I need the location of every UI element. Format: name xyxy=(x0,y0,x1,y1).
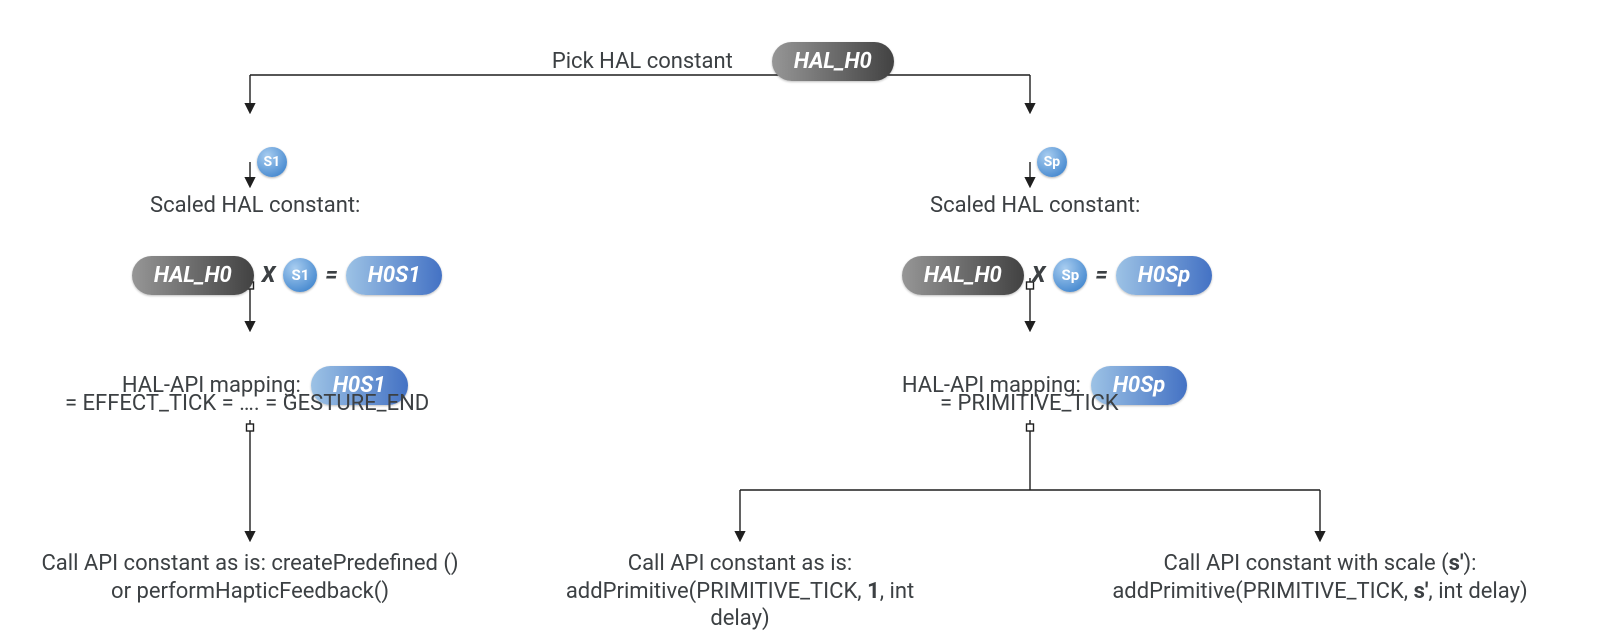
left-map-row: HAL-API mapping: H0S1 xyxy=(100,338,408,433)
right-map-row: HAL-API mapping: H0Sp xyxy=(880,338,1187,433)
right-right-call-line1: Call API constant with scale (s'): xyxy=(1100,550,1540,578)
left-map-line: = EFFECT_TICK = …. = GESTURE_END xyxy=(65,390,429,418)
left-call-line1: Call API constant as is: createPredefine… xyxy=(40,550,460,578)
left-result-pill: H0S1 xyxy=(346,256,443,296)
hal-h0-pill: HAL_H0 xyxy=(772,42,894,82)
right-right-call-line2: addPrimitive(PRIMITIVE_TICK, s', int del… xyxy=(1100,578,1540,606)
right-scaled-label: Scaled HAL constant: xyxy=(930,192,1140,220)
top-label: Pick HAL constant xyxy=(530,20,733,103)
times-op: X xyxy=(262,262,276,290)
left-equation: HAL_H0 X S1 = H0S1 xyxy=(110,228,442,323)
sp-circle: Sp xyxy=(1037,147,1067,177)
right-left-call-line2: addPrimitive(PRIMITIVE_TICK, 1, int dela… xyxy=(540,578,940,633)
right-equation: HAL_H0 X Sp = H0Sp xyxy=(880,228,1212,323)
right-left-call: Call API constant as is: addPrimitive(PR… xyxy=(540,550,940,633)
eq-op-r: = xyxy=(1095,262,1107,290)
right-hal-pill: HAL_H0 xyxy=(902,256,1024,296)
left-hal-pill: HAL_H0 xyxy=(132,256,254,296)
s1-circle: S1 xyxy=(257,147,287,177)
times-op-r: X xyxy=(1032,262,1046,290)
right-s-circle: Sp xyxy=(1053,258,1087,292)
top-pill-wrap: HAL_H0 xyxy=(750,14,894,109)
right-right-call: Call API constant with scale (s'): addPr… xyxy=(1100,550,1540,605)
eq-op: = xyxy=(325,262,337,290)
left-scaled-label: Scaled HAL constant: xyxy=(150,192,360,220)
left-call-line2: or performHapticFeedback() xyxy=(40,578,460,606)
left-s-circle: S1 xyxy=(283,258,317,292)
top-label-text: Pick HAL constant xyxy=(552,49,733,74)
right-result-pill: H0Sp xyxy=(1116,256,1212,296)
right-map-line: = PRIMITIVE_TICK xyxy=(940,390,1119,418)
left-call: Call API constant as is: createPredefine… xyxy=(40,550,460,605)
right-left-call-line1: Call API constant as is: xyxy=(540,550,940,578)
